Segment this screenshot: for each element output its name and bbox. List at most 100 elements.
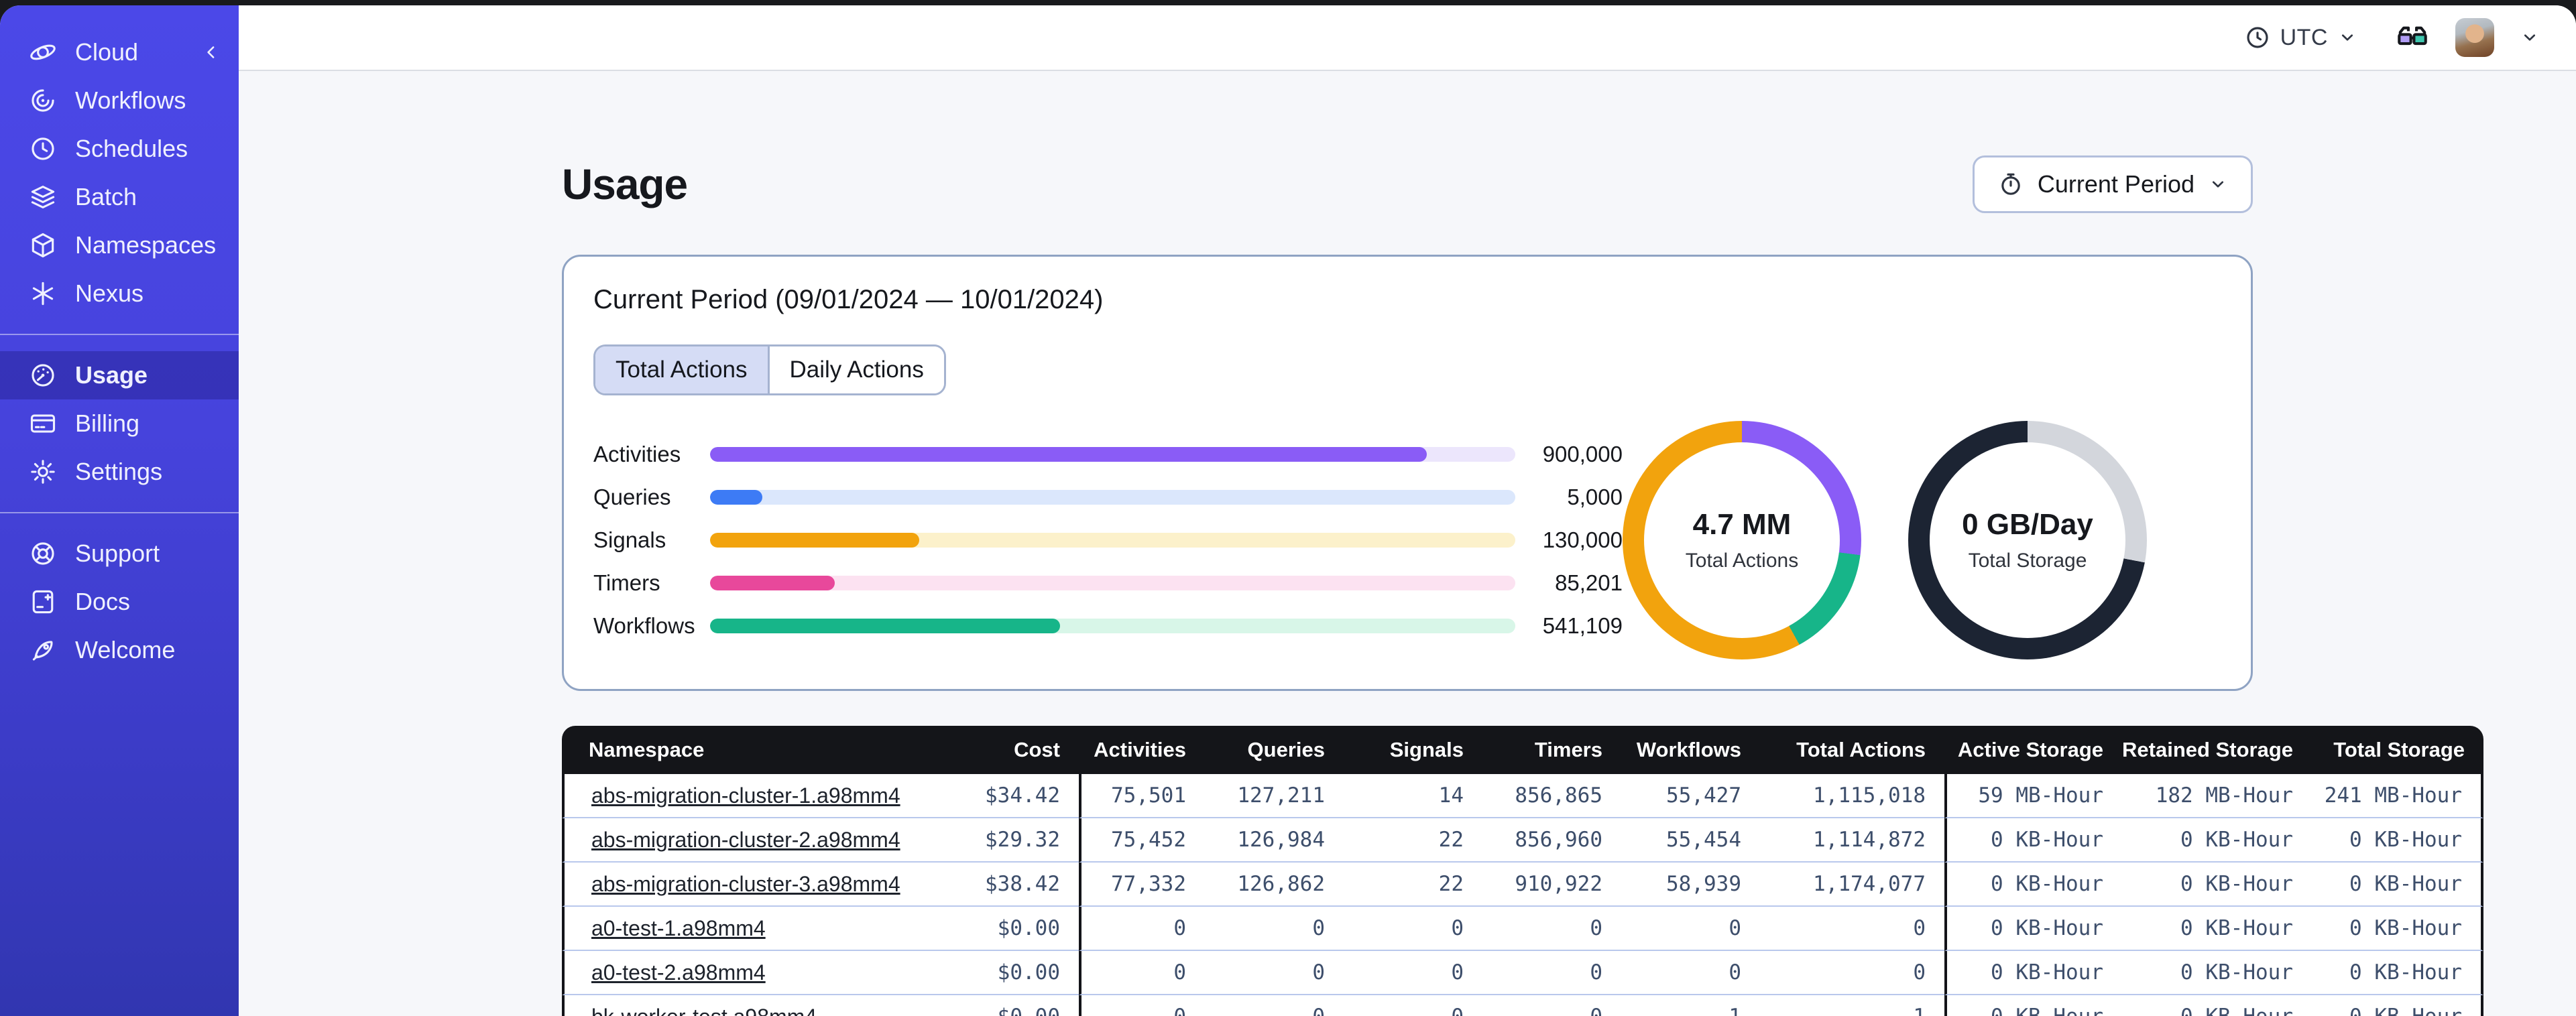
namespace-cell: abs-migration-cluster-2.a98mm4 [562,818,909,863]
column-header-active-storage[interactable]: Active Storage [1944,726,2122,774]
cell-signals: 22 [1344,863,1482,907]
bar-fill [710,619,1061,633]
column-header-activities[interactable]: Activities [1079,726,1205,774]
tab-total-actions[interactable]: Total Actions [595,346,768,393]
table-row: a0-test-1.a98mm4 $0.00 0 0 0 0 0 0 0 KB-Hour 0 KB… [562,907,2483,951]
sidebar-item-docs[interactable]: Docs [0,578,239,626]
collapse-sidebar-icon[interactable] [201,42,221,62]
column-header-queries[interactable]: Queries [1205,726,1344,774]
table-header-row: Namespace Cost Activities Queries Signals Tim… [562,726,2483,774]
bar-workflows: Workflows 541,109 [593,613,1623,638]
cell-cost: $34.42 [909,774,1079,818]
column-header-total-storage[interactable]: Total Storage [2312,726,2483,774]
column-header-timers[interactable]: Timers [1482,726,1621,774]
bar-fill [710,576,835,590]
sidebar-item-label: Docs [75,588,131,615]
sidebar-item-schedules[interactable]: Schedules [0,125,239,173]
cell-signals: 0 [1344,995,1482,1016]
sidebar-brand-label: Cloud [75,38,139,66]
namespace-cell: abs-migration-cluster-1.a98mm4 [562,774,909,818]
cell-total-actions: 0 [1760,951,1944,995]
cell-total-storage: 0 KB-Hour [2312,907,2483,951]
tab-daily-actions[interactable]: Daily Actions [767,346,944,393]
cell-active-storage: 59 MB-Hour [1944,774,2122,818]
timezone-selector[interactable]: UTC [2244,24,2357,51]
sidebar-item-support[interactable]: Support [0,529,239,578]
namespace-link[interactable]: a0-test-1.a98mm4 [591,915,766,940]
column-header-signals[interactable]: Signals [1344,726,1482,774]
namespace-cell: a0-test-2.a98mm4 [562,951,909,995]
cell-active-storage: 0 KB-Hour [1944,995,2122,1016]
cell-activities: 0 [1079,995,1205,1016]
cell-active-storage: 0 KB-Hour [1944,818,2122,863]
total-actions-donut: 4.7 MM Total Actions [1623,421,1861,659]
column-header-total-actions[interactable]: Total Actions [1760,726,1944,774]
column-header-namespace[interactable]: Namespace [562,726,909,774]
schedules-icon [28,134,58,164]
cell-total-actions: 1,115,018 [1760,774,1944,818]
cell-queries: 127,211 [1205,774,1344,818]
namespace-link[interactable]: abs-migration-cluster-1.a98mm4 [591,783,900,808]
sidebar-item-billing[interactable]: Billing [0,399,239,448]
sidebar-item-label: Nexus [75,279,144,307]
billing-icon [28,409,58,438]
labs-glasses-button[interactable] [2395,20,2430,55]
user-avatar[interactable] [2455,18,2494,57]
cell-total-storage: 0 KB-Hour [2312,995,2483,1016]
sidebar-divider [0,334,239,335]
usage-icon [28,361,58,390]
cell-total-actions: 1,174,077 [1760,863,1944,907]
docs-icon [28,587,58,617]
namespace-cell: a0-test-1.a98mm4 [562,907,909,951]
bar-value: 900,000 [1542,442,1623,466]
sidebar-item-label: Billing [75,409,140,437]
namespace-link[interactable]: bk-worker-test.a98mm4 [591,1005,817,1016]
sidebar-item-settings[interactable]: Settings [0,448,239,496]
namespace-link[interactable]: a0-test-2.a98mm4 [591,960,766,985]
sidebar-brand-cloud[interactable]: Cloud [0,28,239,76]
column-header-retained-storage[interactable]: Retained Storage [2122,726,2312,774]
bar-label: Workflows [593,613,695,638]
usage-summary-card: Current Period (09/01/2024 — 10/01/2024)… [562,255,2253,691]
app-window: Cloud Workflows Schedules Batch Namespaces N… [0,5,2576,1016]
bar-label: Queries [593,485,671,509]
actions-tab-group: Total Actions Daily Actions [593,344,946,395]
chevron-down-icon [2208,174,2228,194]
bar-activities: Activities 900,000 [593,442,1623,466]
cell-total-storage: 0 KB-Hour [2312,863,2483,907]
bar-timers: Timers 85,201 [593,570,1623,595]
cell-timers: 0 [1482,907,1621,951]
sidebar-item-usage[interactable]: Usage [0,351,239,399]
cell-retained-storage: 182 MB-Hour [2122,774,2312,818]
cell-workflows: 1 [1621,995,1760,1016]
period-selector-button[interactable]: Current Period [1972,155,2253,213]
cell-retained-storage: 0 KB-Hour [2122,863,2312,907]
sidebar-item-label: Usage [75,361,148,389]
cell-retained-storage: 0 KB-Hour [2122,818,2312,863]
cell-active-storage: 0 KB-Hour [1944,863,2122,907]
cell-timers: 856,960 [1482,818,1621,863]
cell-activities: 75,452 [1079,818,1205,863]
column-header-workflows[interactable]: Workflows [1621,726,1760,774]
sidebar: Cloud Workflows Schedules Batch Namespaces N… [0,5,239,1016]
namespace-cell: abs-migration-cluster-3.a98mm4 [562,863,909,907]
user-menu-chevron-icon[interactable] [2520,27,2540,48]
sidebar-item-nexus[interactable]: Nexus [0,269,239,318]
period-selector-label: Current Period [2037,170,2194,198]
sidebar-item-namespaces[interactable]: Namespaces [0,221,239,269]
welcome-icon [28,635,58,665]
cell-activities: 0 [1079,951,1205,995]
sidebar-item-welcome[interactable]: Welcome [0,626,239,674]
total-storage-donut: 0 GB/Day Total Storage [1908,421,2147,659]
sidebar-item-label: Schedules [75,135,188,162]
cell-workflows: 55,427 [1621,774,1760,818]
cell-timers: 910,922 [1482,863,1621,907]
sidebar-item-batch[interactable]: Batch [0,173,239,221]
cloud-orbit-icon [28,38,58,67]
cell-cost: $38.42 [909,863,1079,907]
namespace-link[interactable]: abs-migration-cluster-3.a98mm4 [591,871,900,896]
sidebar-item-workflows[interactable]: Workflows [0,76,239,125]
column-header-cost[interactable]: Cost [909,726,1079,774]
namespace-link[interactable]: abs-migration-cluster-2.a98mm4 [591,827,900,852]
